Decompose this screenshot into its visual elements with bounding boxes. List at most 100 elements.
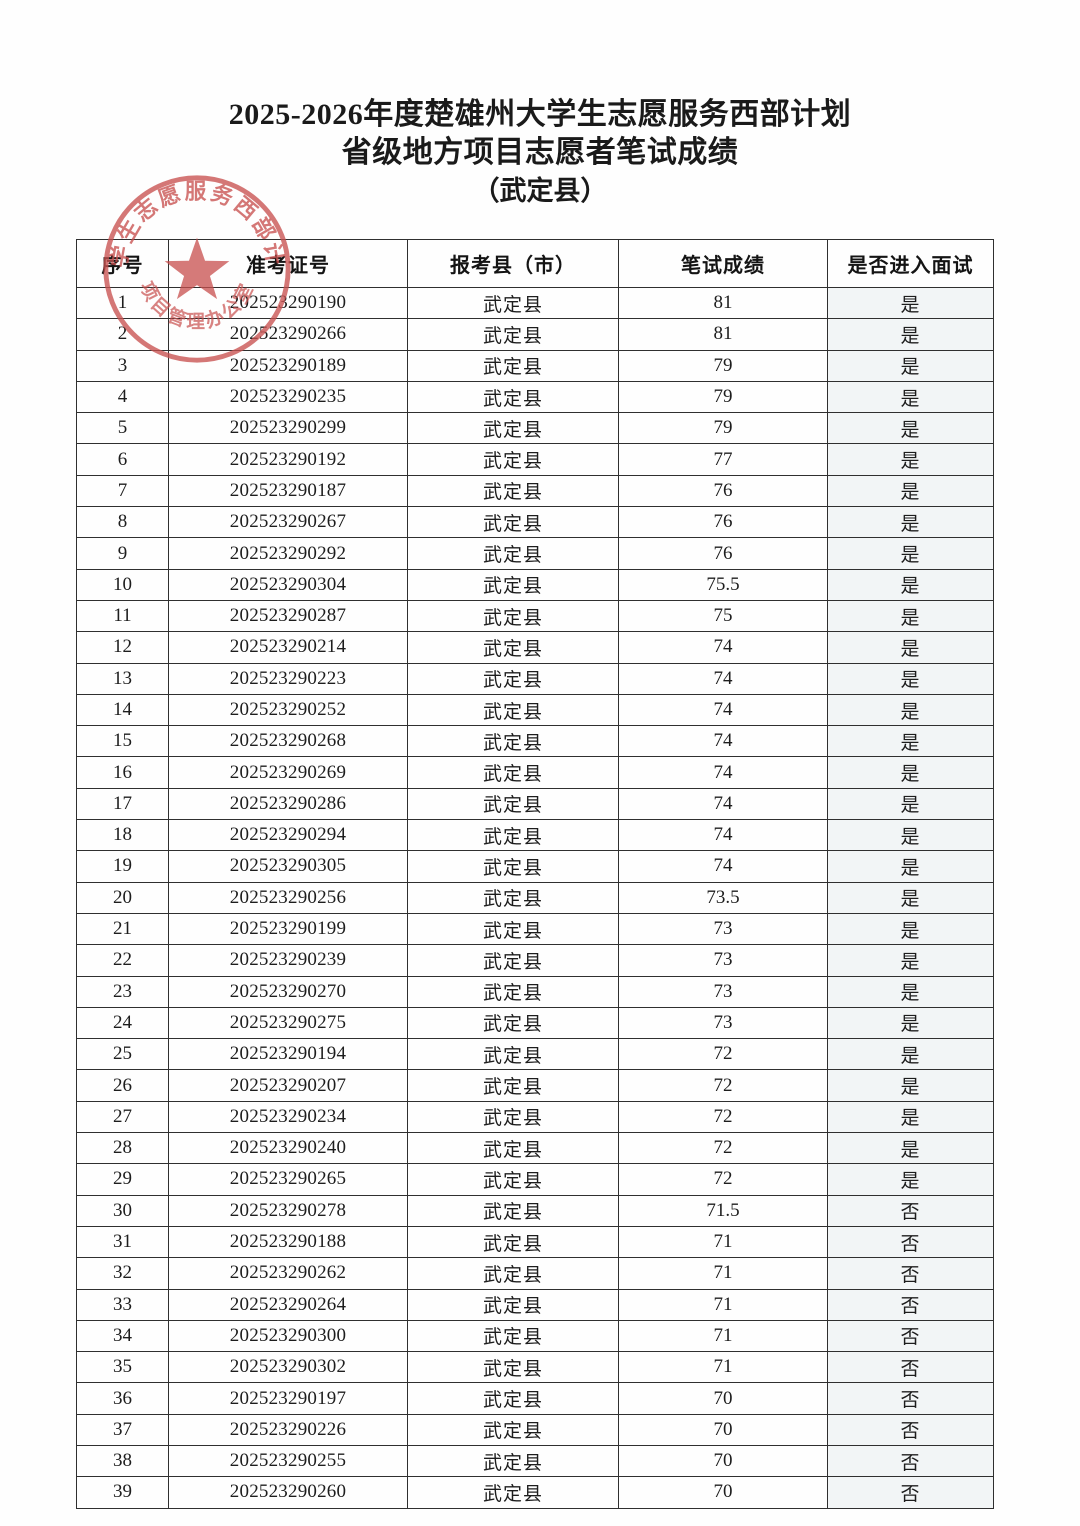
cell-index: 19 [76, 850, 169, 883]
cell-score: 76 [618, 506, 828, 539]
cell-index: 29 [76, 1163, 169, 1196]
cell-index: 26 [76, 1069, 169, 1102]
cell-county: 武定县 [407, 787, 619, 821]
column-header-index: 序号 [76, 239, 169, 288]
cell-county: 武定县 [407, 944, 619, 977]
cell-interview-status: 是 [827, 412, 994, 445]
cell-ticket-no: 202523290207 [168, 1069, 408, 1102]
cell-county: 武定县 [407, 631, 619, 664]
table-row: 1 202523290190 武定县 81 是 [76, 286, 994, 320]
cell-county: 武定县 [407, 349, 619, 382]
cell-interview-status: 否 [827, 1444, 994, 1478]
cell-ticket-no: 202523290240 [168, 1132, 408, 1165]
table-row: 15 202523290268 武定县 74 是 [76, 725, 994, 758]
cell-index: 16 [76, 756, 169, 789]
cell-interview-status: 否 [827, 1288, 994, 1321]
cell-score: 70 [618, 1476, 828, 1509]
cell-score: 72 [618, 1038, 828, 1071]
cell-ticket-no: 202523290226 [168, 1413, 408, 1446]
table-row: 9 202523290292 武定县 76 是 [76, 537, 994, 570]
cell-interview-status: 是 [827, 286, 994, 320]
table-row: 34 202523290300 武定县 71 否 [76, 1319, 994, 1353]
cell-index: 34 [76, 1319, 169, 1353]
cell-county: 武定县 [407, 1319, 619, 1353]
cell-interview-status: 是 [827, 1100, 994, 1134]
table-row: 30 202523290278 武定县 71.5 否 [76, 1194, 994, 1227]
table-row: 16 202523290269 武定县 74 是 [76, 756, 994, 789]
cell-score: 75 [618, 599, 828, 633]
cell-county: 武定县 [407, 819, 619, 852]
cell-county: 武定县 [407, 1413, 619, 1446]
cell-ticket-no: 202523290235 [168, 380, 408, 414]
cell-ticket-no: 202523290189 [168, 349, 408, 382]
cell-ticket-no: 202523290192 [168, 443, 408, 476]
cell-ticket-no: 202523290305 [168, 850, 408, 883]
cell-interview-status: 否 [827, 1476, 994, 1509]
cell-interview-status: 是 [827, 631, 994, 664]
cell-ticket-no: 202523290286 [168, 787, 408, 821]
cell-county: 武定县 [407, 1351, 619, 1384]
cell-score: 74 [618, 787, 828, 821]
cell-ticket-no: 202523290256 [168, 881, 408, 914]
cell-interview-status: 是 [827, 474, 994, 508]
cell-index: 32 [76, 1257, 169, 1290]
table-row: 20 202523290256 武定县 73.5 是 [76, 881, 994, 914]
table-row: 11 202523290287 武定县 75 是 [76, 599, 994, 633]
cell-ticket-no: 202523290304 [168, 568, 408, 601]
cell-index: 31 [76, 1225, 169, 1259]
cell-score: 74 [618, 850, 828, 883]
table-row: 29 202523290265 武定县 72 是 [76, 1163, 994, 1196]
table-row: 14 202523290252 武定县 74 是 [76, 693, 994, 727]
cell-score: 70 [618, 1444, 828, 1478]
cell-interview-status: 是 [827, 912, 994, 946]
table-row: 24 202523290275 武定县 73 是 [76, 1006, 994, 1040]
cell-ticket-no: 202523290262 [168, 1257, 408, 1290]
cell-score: 79 [618, 349, 828, 382]
cell-county: 武定县 [407, 756, 619, 789]
cell-interview-status: 是 [827, 756, 994, 789]
cell-interview-status: 是 [827, 599, 994, 633]
cell-index: 4 [76, 380, 169, 414]
cell-index: 18 [76, 819, 169, 852]
cell-interview-status: 否 [827, 1319, 994, 1353]
cell-index: 25 [76, 1038, 169, 1071]
cell-score: 74 [618, 631, 828, 664]
cell-interview-status: 是 [827, 537, 994, 570]
cell-ticket-no: 202523290269 [168, 756, 408, 789]
cell-ticket-no: 202523290190 [168, 286, 408, 320]
cell-county: 武定县 [407, 725, 619, 758]
cell-index: 15 [76, 725, 169, 758]
cell-county: 武定县 [407, 1163, 619, 1196]
cell-index: 33 [76, 1288, 169, 1321]
cell-ticket-no: 202523290278 [168, 1194, 408, 1227]
table-row: 19 202523290305 武定县 74 是 [76, 850, 994, 883]
cell-index: 35 [76, 1351, 169, 1384]
table-row: 26 202523290207 武定县 72 是 [76, 1069, 994, 1102]
table-row: 36 202523290197 武定县 70 否 [76, 1382, 994, 1415]
cell-score: 74 [618, 725, 828, 758]
score-table: 序号 准考证号 报考县（市） 笔试成绩 是否进入面试 1 202523290190… [76, 239, 994, 1509]
cell-index: 28 [76, 1132, 169, 1165]
cell-interview-status: 否 [827, 1351, 994, 1384]
cell-county: 武定县 [407, 1069, 619, 1102]
cell-score: 71.5 [618, 1194, 828, 1227]
cell-score: 75.5 [618, 568, 828, 601]
cell-index: 13 [76, 662, 169, 695]
cell-interview-status: 是 [827, 725, 994, 758]
cell-ticket-no: 202523290194 [168, 1038, 408, 1071]
cell-interview-status: 是 [827, 787, 994, 821]
table-row: 28 202523290240 武定县 72 是 [76, 1132, 994, 1165]
table-row: 17 202523290286 武定县 74 是 [76, 787, 994, 821]
cell-score: 79 [618, 412, 828, 445]
cell-score: 81 [618, 286, 828, 320]
table-row: 33 202523290264 武定县 71 否 [76, 1288, 994, 1321]
table-body: 1 202523290190 武定县 81 是 2 202523290266 武定县 81 是 3 2… [76, 286, 994, 1509]
cell-ticket-no: 202523290223 [168, 662, 408, 695]
cell-ticket-no: 202523290234 [168, 1100, 408, 1134]
table-row: 12 202523290214 武定县 74 是 [76, 631, 994, 664]
table-row: 39 202523290260 武定县 70 否 [76, 1476, 994, 1509]
cell-county: 武定县 [407, 850, 619, 883]
table-row: 10 202523290304 武定县 75.5 是 [76, 568, 994, 601]
table-header-row: 序号 准考证号 报考县（市） 笔试成绩 是否进入面试 [76, 239, 994, 288]
cell-interview-status: 是 [827, 1006, 994, 1040]
